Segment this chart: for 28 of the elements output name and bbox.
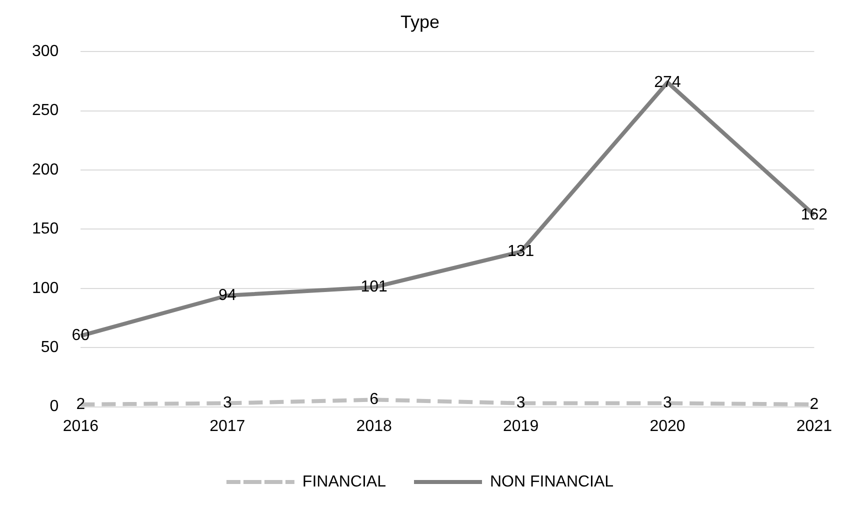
data-label: 274: [654, 74, 681, 91]
y-tick-label: 300: [32, 43, 59, 60]
legend-label: FINANCIAL: [302, 473, 386, 490]
x-tick-label: 2021: [796, 418, 832, 435]
y-tick-label: 100: [32, 280, 59, 297]
y-tick-label: 150: [32, 220, 59, 238]
data-label: 3: [222, 394, 232, 412]
data-label: 2: [76, 396, 86, 413]
data-label: 162: [800, 206, 828, 224]
data-label: 60: [72, 327, 90, 344]
data-label: 3: [516, 394, 526, 412]
x-tick-label: 2020: [650, 418, 686, 435]
y-tick-label: 250: [32, 102, 59, 120]
x-tick-label: 2016: [62, 418, 99, 435]
data-label: 3: [663, 394, 672, 412]
data-label: 101: [360, 278, 388, 296]
data-label: 2: [810, 396, 819, 413]
legend-label: NON FINANCIAL: [490, 473, 614, 490]
y-tick-label: 50: [40, 339, 59, 356]
y-tick-label: 200: [32, 161, 59, 178]
x-tick-label: 2018: [356, 418, 392, 435]
chart-title: Type: [400, 12, 440, 32]
data-label: 6: [370, 391, 379, 408]
data-label: 94: [218, 286, 236, 304]
x-tick-label: 2019: [503, 418, 539, 435]
x-tick-label: 2017: [210, 418, 246, 435]
y-tick-label: 0: [50, 398, 59, 416]
data-label: 131: [507, 243, 534, 260]
